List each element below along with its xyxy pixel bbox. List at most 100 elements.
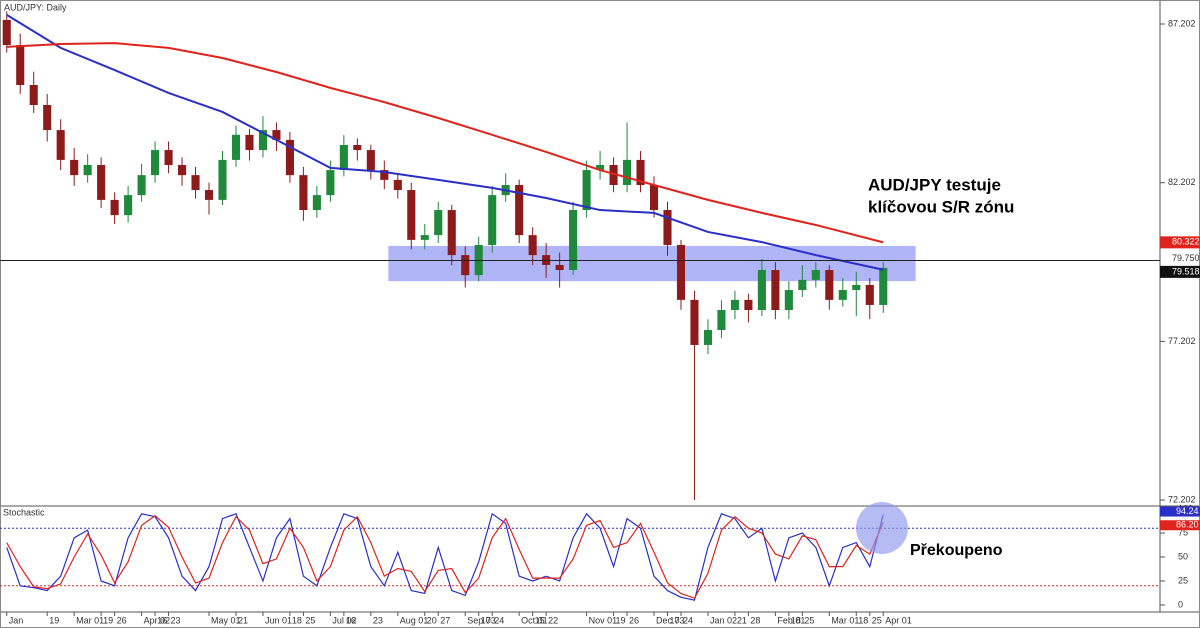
candle-body: [555, 264, 564, 271]
y-tick-label: 72.202: [1168, 494, 1196, 504]
price-label: 79.750: [1172, 253, 1200, 263]
candle-body: [2, 19, 11, 46]
candle-body: [393, 179, 402, 191]
candle-body: [528, 235, 537, 256]
candle-body: [798, 279, 807, 291]
candle-body: [407, 190, 416, 240]
candle-body: [582, 170, 591, 211]
value-label-box: [1160, 520, 1200, 531]
moving-average: [6, 42, 884, 244]
x-tick-label: Dec 03: [656, 615, 685, 625]
candle-body: [636, 159, 645, 185]
candle-body: [420, 235, 429, 240]
value-label: 94.24: [1176, 506, 1199, 516]
x-tick-label: 26: [117, 615, 127, 625]
candle-body: [353, 144, 362, 151]
x-tick-label: 27: [440, 615, 450, 625]
x-tick-label: 23: [373, 615, 383, 625]
x-tick-label: 21: [238, 615, 248, 625]
candle-body: [596, 164, 605, 171]
candle-body: [70, 159, 79, 176]
candle-body: [312, 195, 321, 211]
annotation: klíčovou S/R zónu: [868, 197, 1014, 216]
x-tick-label: 19: [616, 615, 626, 625]
x-tick-label: 19: [103, 615, 113, 625]
candle-body: [366, 150, 375, 171]
candle-body: [649, 184, 659, 211]
price-label-box: [1160, 236, 1200, 249]
y-tick-label: 25: [1178, 575, 1188, 585]
candle-body: [231, 134, 241, 160]
moving-average: [6, 14, 884, 271]
x-tick-label: 19: [49, 615, 59, 625]
value-label: 86.20: [1176, 520, 1199, 530]
candle-body: [43, 104, 52, 131]
x-tick-label: Feb 01: [777, 615, 805, 625]
candle-body: [663, 210, 672, 245]
candle-body: [137, 175, 146, 196]
x-tick-label: Oct 01: [521, 615, 548, 625]
x-tick-label: 23: [171, 615, 181, 625]
candle-body: [569, 210, 578, 271]
x-tick-label: 28: [750, 615, 760, 625]
candle-body: [811, 270, 820, 280]
x-tick-label: 24: [494, 615, 504, 625]
candle-body: [447, 210, 456, 256]
chart-title: AUD/JPY: Daily: [4, 2, 67, 12]
candle-body: [703, 330, 712, 345]
annotation: Překoupeno: [910, 542, 1003, 559]
candle-body: [676, 244, 686, 300]
x-tick-label: 25: [305, 615, 315, 625]
candle-body: [299, 175, 308, 211]
candle-body: [151, 150, 160, 176]
candle-body: [488, 195, 497, 245]
x-tick-label: 16: [157, 615, 167, 625]
annotation: AUD/JPY testuje: [868, 175, 1001, 194]
candle-body: [784, 290, 793, 311]
candle-body: [380, 170, 389, 180]
stochastic-line: [6, 514, 884, 600]
candle-body: [164, 150, 173, 165]
x-tick-label: Jun 01: [265, 615, 292, 625]
candle-body: [461, 255, 470, 276]
candle-body: [825, 270, 834, 300]
y-tick-label: 75: [1178, 527, 1188, 537]
price-label-box: [1160, 265, 1200, 278]
candle-body: [757, 270, 766, 311]
candle-body: [245, 134, 254, 151]
candle-body: [83, 164, 92, 176]
y-tick-label: 87.202: [1168, 18, 1196, 28]
candle-body: [434, 210, 443, 236]
candle-body: [110, 199, 119, 216]
candle-body: [29, 84, 38, 105]
candle-body: [771, 270, 780, 311]
highlight-circle: [856, 502, 908, 554]
price-panel: 87.202 82.202 77.202 72.202 79.750 80.322 79.5…: [0, 11, 1200, 504]
candle-body: [56, 130, 65, 160]
candle-body: [258, 130, 267, 151]
x-tick-label: 25: [804, 615, 814, 625]
x-tick-label: Sep 03: [467, 615, 496, 625]
x-tick-label: Mar 01: [831, 615, 859, 625]
candle-body: [326, 170, 335, 196]
x-tick-label: Jan: [9, 615, 24, 625]
x-tick-label: Mar 01: [76, 615, 104, 625]
candle-body: [218, 159, 227, 200]
price-label: 80.322: [1172, 237, 1200, 247]
candle-body: [124, 195, 133, 216]
x-tick-label: 26: [629, 615, 639, 625]
x-tick-label: Apr 01: [885, 615, 912, 625]
candle-body: [623, 159, 632, 185]
x-tick-label: May 01: [211, 615, 241, 625]
candle-body: [730, 299, 739, 311]
x-tick-label: Nov 01: [589, 615, 618, 625]
x-tick-label: 18: [791, 615, 801, 625]
candle-body: [838, 290, 847, 300]
x-tick-label: 16: [346, 615, 356, 625]
candle-body: [609, 164, 618, 185]
y-tick-label: 77.202: [1168, 336, 1196, 346]
candle-body: [690, 299, 699, 345]
x-tick-label: Aug 01: [400, 615, 429, 625]
